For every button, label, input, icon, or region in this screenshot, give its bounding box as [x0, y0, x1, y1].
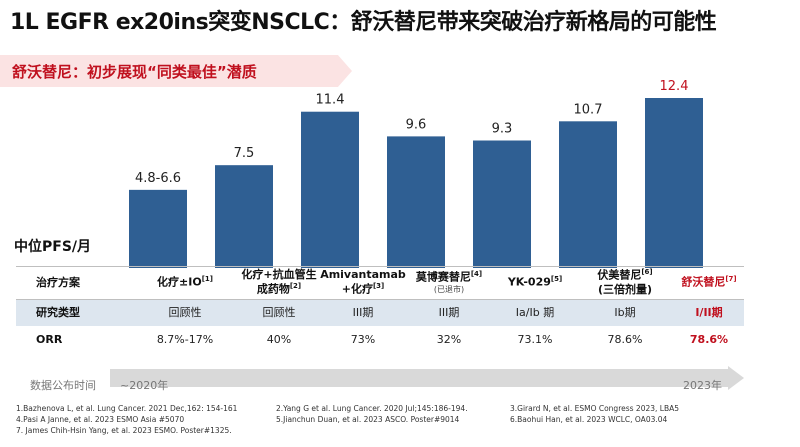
bar-value-label-2: 7.5: [234, 146, 255, 161]
references-col-2: 2.Yang G et al. Lung Cancer. 2020 Jul;14…: [276, 404, 468, 424]
references-col-1: 1.Bazhenova L, et al. Lung Cancer. 2021 …: [16, 404, 238, 435]
bar-value-label-4: 9.6: [406, 117, 427, 132]
regimen-cell: 莫博赛替尼[4] (已退市): [415, 270, 483, 294]
references-col-3: 3.Girard N, et al. ESMO Congress 2023, L…: [510, 404, 680, 424]
bar-value-label-6: 10.7: [574, 102, 603, 117]
bar-1: [129, 189, 187, 268]
study-type-row-label: 研究类型: [36, 305, 80, 319]
table-divider: [16, 299, 744, 300]
orr-cell: 78.6%: [607, 333, 643, 347]
timeline-end: 2023年: [683, 379, 722, 392]
bar-value-label-7: 12.4: [660, 79, 689, 94]
table-top-divider: [16, 266, 744, 267]
study-type-cell: Ia/Ib 期: [515, 305, 555, 319]
orr-cell: 8.7%-17%: [156, 333, 214, 347]
timeline-arrow-head: [728, 366, 744, 390]
page-title: 1L EGFR ex20ins突变NSCLC：舒沃替尼带来突破治疗新格局的可能性: [10, 10, 717, 35]
subtitle: 舒沃替尼：初步展现“同类最佳”潜质: [12, 63, 257, 81]
orr-row: ORR 8.7%-17% 40% 73% 32% 73.1% 78.6% 78.…: [16, 326, 744, 354]
study-type-cell: III期: [352, 305, 374, 319]
y-axis-label: 中位PFS/月: [14, 239, 92, 255]
study-type-cell: 回顾性: [262, 305, 296, 319]
orr-row-label: ORR: [36, 333, 63, 347]
bar-5: [473, 140, 531, 268]
timeline-start: ~2020年: [120, 379, 169, 392]
comparison-table: 治疗方案 化疗±IO[1] 化疗+抗血管生 成药物[2] Amivantamab…: [16, 266, 744, 354]
study-type-row: 研究类型 回顾性 回顾性 III期 III期 Ia/Ib 期 Ib期 I/II期: [16, 299, 744, 326]
regimen-cell: Amivantamab +化疗[3]: [320, 268, 406, 296]
regimen-cell-highlight: 舒沃替尼[7]: [681, 275, 737, 289]
bar-7: [645, 98, 703, 268]
bar-value-label-5: 9.3: [492, 122, 513, 137]
regimen-row-label: 治疗方案: [36, 275, 80, 289]
study-type-cell: 回顾性: [168, 305, 202, 319]
orr-cell: 73%: [350, 333, 376, 347]
pfs-bar-chart: 4.8-6.6 7.5 11.4 9.6 9.3 10.7 12.4: [129, 79, 703, 268]
regimen-row: 治疗方案 化疗±IO[1] 化疗+抗血管生 成药物[2] Amivantamab…: [16, 266, 744, 299]
orr-cell-highlight: 78.6%: [689, 333, 729, 347]
regimen-cell: 化疗±IO[1]: [157, 275, 213, 289]
regimen-cell: 伏美替尼[6] (三倍剂量): [597, 268, 653, 296]
bar-2: [215, 165, 273, 268]
orr-cell: 40%: [266, 333, 292, 347]
study-type-cell: Ib期: [614, 305, 636, 319]
timeline-label: 数据公布时间: [30, 379, 96, 392]
bar-3: [301, 111, 359, 268]
study-type-cell-highlight: I/II期: [695, 305, 723, 319]
subtitle-banner: [0, 55, 352, 87]
timeline-arrow-shaft: [110, 369, 728, 387]
regimen-cell: YK-029[5]: [507, 275, 563, 289]
regimen-cell: 化疗+抗血管生 成药物[2]: [241, 268, 317, 296]
orr-cell: 73.1%: [517, 333, 553, 347]
bar-4: [387, 136, 445, 268]
bar-6: [559, 121, 617, 268]
bar-value-label-3: 11.4: [316, 93, 345, 108]
orr-cell: 32%: [436, 333, 462, 347]
bar-value-label-1: 4.8-6.6: [135, 171, 181, 186]
study-type-cell: III期: [438, 305, 460, 319]
